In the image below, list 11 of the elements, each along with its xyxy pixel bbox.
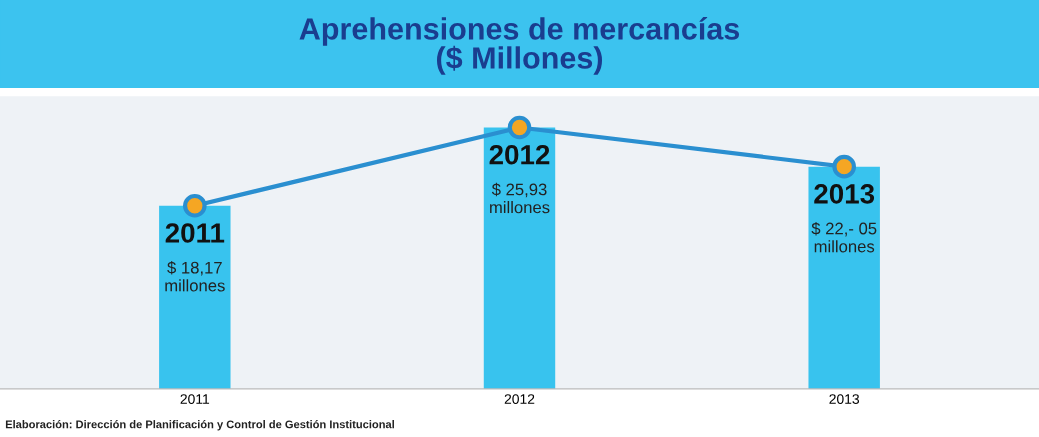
chart-title: Aprehensiones de mercancías ($ Millones): [299, 17, 740, 75]
text: Elaboración: Dirección de Planificación y Control de Gestión Institucional: [5, 419, 394, 431]
data-label: $ 25,93 millones: [490, 182, 550, 214]
x-tick-label: 2011: [180, 394, 210, 404]
x-tick-label: 2013: [829, 394, 860, 404]
annotation: 2012: [489, 144, 550, 165]
data-label: $ 22,- 05 millones: [811, 221, 877, 253]
data-label: $ 18,17 millones: [165, 261, 225, 292]
annotation: 2013: [814, 184, 875, 204]
x-tick-label: 2012: [504, 394, 535, 404]
annotation: 2011: [165, 223, 225, 243]
